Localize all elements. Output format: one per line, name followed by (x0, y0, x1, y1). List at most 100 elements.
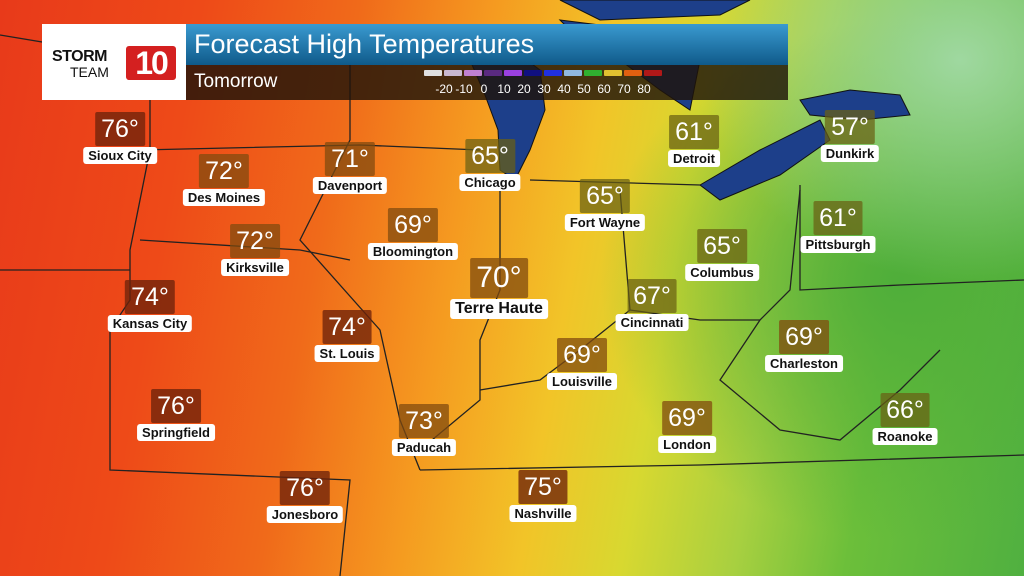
city-terre-haute: 70° Terre Haute (450, 258, 548, 319)
city-name: Columbus (685, 264, 759, 281)
legend-swatch (644, 70, 662, 76)
city-bloomington: 69° Bloomington (367, 208, 459, 260)
city-name: Jonesboro (266, 506, 344, 523)
city-name: Fort Wayne (564, 214, 646, 231)
legend-labels: -20 -10 0 10 20 30 40 50 60 70 80 (434, 82, 654, 96)
city-charleston: 69° Charleston (765, 320, 843, 372)
city-des-moines: 72° Des Moines (182, 154, 266, 206)
city-temperature: 61° (669, 115, 719, 149)
city-kansas-city: 74° Kansas City (107, 280, 193, 332)
legend-swatch (504, 70, 522, 76)
legend-label: 30 (537, 82, 551, 96)
city-detroit: 61° Detroit (668, 115, 720, 167)
legend-label: 10 (497, 82, 511, 96)
city-name: Sioux City (83, 147, 157, 164)
legend-swatch (444, 70, 462, 76)
city-name: Des Moines (182, 189, 266, 206)
legend-label: 40 (557, 82, 571, 96)
city-temperature: 75° (518, 470, 568, 504)
city-temperature: 71° (325, 142, 375, 176)
city-temperature: 74° (322, 310, 372, 344)
legend-swatch (624, 70, 642, 76)
storm-team-10-logo: STORM TEAM 10 (42, 24, 186, 100)
city-name: Terre Haute (450, 299, 548, 319)
legend-label: -20 (435, 82, 453, 96)
city-temperature: 67° (627, 279, 677, 313)
city-name: London (658, 436, 716, 453)
city-name: Paducah (391, 439, 457, 456)
city-name: Bloomington (367, 243, 459, 260)
city-temperature: 74° (125, 280, 175, 314)
page-title: Forecast High Temperatures (186, 24, 788, 65)
city-temperature: 76° (280, 471, 330, 505)
city-name: Kansas City (107, 315, 193, 332)
city-london: 69° London (658, 401, 716, 453)
legend-label: 70 (617, 82, 631, 96)
city-paducah: 73° Paducah (391, 404, 457, 456)
city-name: Nashville (509, 505, 577, 522)
city-name: Springfield (137, 424, 215, 441)
city-temperature: 73° (399, 404, 449, 438)
city-name: St. Louis (314, 345, 380, 362)
city-chicago: 65° Chicago (459, 139, 521, 191)
city-columbus: 65° Columbus (685, 229, 759, 281)
legend-swatch (424, 70, 442, 76)
legend-label: -10 (455, 82, 473, 96)
legend-label: 20 (517, 82, 531, 96)
legend-swatch (584, 70, 602, 76)
legend-swatch (544, 70, 562, 76)
legend-label: 60 (597, 82, 611, 96)
city-temperature: 61° (813, 201, 863, 235)
city-temperature: 76° (151, 389, 201, 423)
city-cincinnati: 67° Cincinnati (615, 279, 689, 331)
city-jonesboro: 76° Jonesboro (266, 471, 344, 523)
legend-label: 80 (637, 82, 651, 96)
city-temperature: 69° (662, 401, 712, 435)
city-name: Charleston (765, 355, 843, 372)
city-fort-wayne: 65° Fort Wayne (564, 179, 646, 231)
city-temperature: 69° (779, 320, 829, 354)
city-name: Detroit (668, 150, 720, 167)
legend-swatch (464, 70, 482, 76)
city-roanoke: 66° Roanoke (872, 393, 938, 445)
city-name: Cincinnati (615, 314, 689, 331)
city-temperature: 76° (95, 112, 145, 146)
city-temperature: 66° (880, 393, 930, 427)
city-name: Chicago (459, 174, 521, 191)
city-name: Davenport (312, 177, 388, 194)
city-name: Pittsburgh (800, 236, 876, 253)
city-springfield: 76° Springfield (137, 389, 215, 441)
city-temperature: 72° (199, 154, 249, 188)
city-temperature: 72° (230, 224, 280, 258)
city-name: Louisville (547, 373, 617, 390)
title-banner: STORM TEAM 10 Forecast High Temperatures T… (42, 24, 788, 100)
city-temperature: 57° (825, 110, 875, 144)
city-sioux-city: 76° Sioux City (83, 112, 157, 164)
city-louisville: 69° Louisville (547, 338, 617, 390)
forecast-period: Tomorrow (194, 71, 278, 92)
city-kirksville: 72° Kirksville (221, 224, 289, 276)
legend-swatch (524, 70, 542, 76)
legend-swatch (564, 70, 582, 76)
city-temperature: 70° (470, 258, 528, 298)
city-pittsburgh: 61° Pittsburgh (800, 201, 876, 253)
city-temperature: 69° (388, 208, 438, 242)
city-nashville: 75° Nashville (509, 470, 577, 522)
legend-swatch (484, 70, 502, 76)
city-dunkirk: 57° Dunkirk (820, 110, 880, 162)
city-st-louis: 74° St. Louis (314, 310, 380, 362)
city-name: Roanoke (872, 428, 938, 445)
legend-swatch (604, 70, 622, 76)
legend-label: 50 (577, 82, 591, 96)
city-name: Dunkirk (820, 145, 880, 162)
temperature-legend (424, 70, 662, 76)
city-temperature: 69° (557, 338, 607, 372)
subtitle-bar: Tomorrow -20 -10 0 10 20 30 40 50 60 70 80 (186, 65, 788, 100)
legend-label: 0 (480, 82, 488, 96)
city-temperature: 65° (697, 229, 747, 263)
city-temperature: 65° (465, 139, 515, 173)
lake-superior (559, 0, 751, 21)
city-davenport: 71° Davenport (312, 142, 388, 194)
city-name: Kirksville (221, 259, 289, 276)
city-temperature: 65° (580, 179, 630, 213)
